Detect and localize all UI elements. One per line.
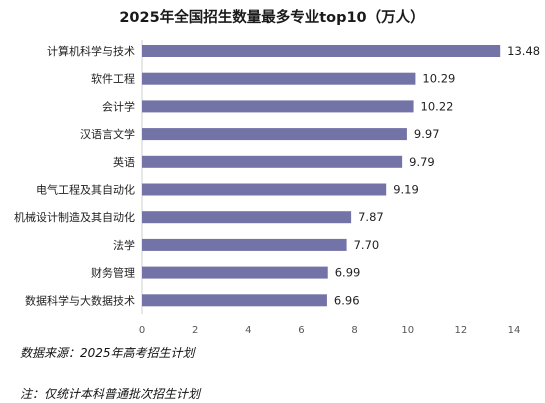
bar xyxy=(142,266,328,279)
category-label: 财务管理 xyxy=(91,266,135,280)
x-tick-label: 12 xyxy=(454,325,467,336)
x-axis-ticks: 0 2 4 6 8 10 12 14 xyxy=(139,325,521,336)
value-label: 9.19 xyxy=(393,183,419,197)
x-tick-label: 0 xyxy=(139,325,145,336)
bar xyxy=(142,45,501,57)
category-label: 电气工程及其自动化 xyxy=(36,183,135,197)
x-tick-label: 8 xyxy=(351,325,357,336)
bar xyxy=(142,128,407,141)
value-label: 7.87 xyxy=(358,210,384,224)
x-tick-label: 4 xyxy=(245,325,251,336)
value-label: 9.97 xyxy=(414,127,440,141)
category-label: 机械设计制造及其自动化 xyxy=(14,210,135,224)
bar xyxy=(142,294,327,307)
bars-layer: 计算机科学与技术 13.48 软件工程 10.29 会计学 10.22 汉语言文学 9.97 英… xyxy=(14,44,540,307)
bar xyxy=(142,183,387,196)
category-label: 法学 xyxy=(113,238,135,252)
bar xyxy=(142,238,347,251)
value-label: 6.96 xyxy=(334,293,360,307)
category-label: 数据科学与大数据技术 xyxy=(25,293,135,307)
value-label: 6.99 xyxy=(335,266,361,280)
x-tick-label: 6 xyxy=(298,325,304,336)
category-label: 英语 xyxy=(113,155,135,169)
chart-title: 2025年全国招生数量最多专业top10（万人） xyxy=(119,8,424,26)
x-tick-label: 2 xyxy=(192,325,198,336)
bar xyxy=(142,100,414,113)
bar xyxy=(142,72,416,85)
category-label: 软件工程 xyxy=(91,72,135,86)
value-label: 13.48 xyxy=(507,44,540,58)
data-source-note: 数据来源：2025年高考招生计划 xyxy=(20,346,195,360)
footnote-note: 注：仅统计本科普通批次招生计划 xyxy=(20,387,201,401)
bar xyxy=(142,155,403,168)
value-label: 9.79 xyxy=(409,155,435,169)
category-label: 汉语言文学 xyxy=(80,127,135,141)
category-label: 计算机科学与技术 xyxy=(47,44,135,58)
bar xyxy=(142,211,352,224)
value-label: 10.22 xyxy=(421,99,454,113)
x-tick-label: 14 xyxy=(508,325,521,336)
category-label: 会计学 xyxy=(102,99,135,113)
value-label: 10.29 xyxy=(422,72,455,86)
value-label: 7.70 xyxy=(354,238,380,252)
x-tick-label: 10 xyxy=(401,325,414,336)
